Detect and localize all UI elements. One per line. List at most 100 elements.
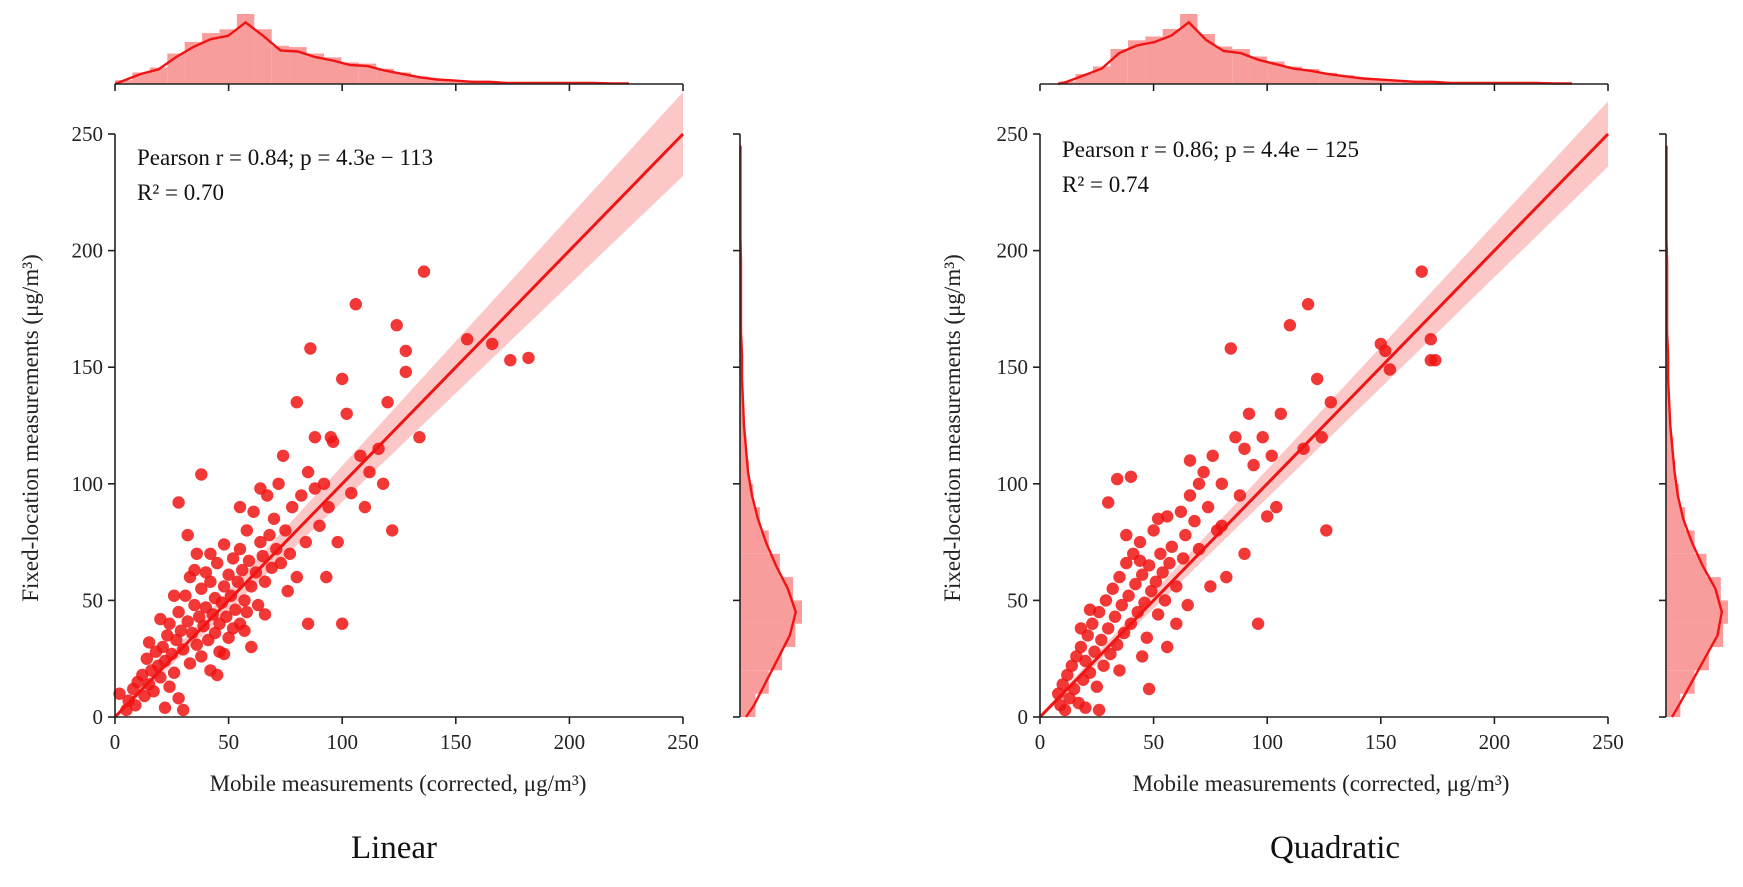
histogram-bar — [236, 14, 255, 84]
data-point — [154, 612, 167, 626]
y-tick-label: 0 — [1018, 705, 1029, 729]
data-point — [254, 482, 267, 495]
data-point — [240, 524, 253, 537]
data-point — [279, 524, 292, 537]
histogram-bar — [184, 42, 203, 84]
data-point — [336, 372, 349, 386]
histogram-bar — [1666, 437, 1674, 461]
data-point — [236, 563, 249, 577]
data-point — [1174, 505, 1188, 518]
data-point — [226, 622, 240, 635]
data-point — [204, 575, 217, 588]
histogram-bar — [740, 623, 796, 647]
data-point — [336, 617, 349, 630]
r-squared-annotation: R² = 0.70 — [137, 180, 224, 205]
data-point — [363, 465, 376, 479]
x-tick-label: 200 — [554, 730, 586, 754]
histogram-bar — [1666, 647, 1709, 671]
y-tick-label: 150 — [997, 355, 1029, 379]
data-point — [301, 617, 315, 630]
regression-line — [113, 132, 685, 719]
data-point — [1129, 577, 1142, 591]
histogram-bar — [324, 57, 342, 84]
data-point — [1154, 547, 1167, 560]
y-tick-label: 0 — [93, 705, 104, 729]
ci-band — [1040, 101, 1608, 720]
data-point — [317, 477, 331, 490]
histogram-bar — [1666, 553, 1707, 578]
pearson-annotation: Pearson r = 0.84; p = 4.3e − 113 — [137, 145, 433, 170]
panel-quadratic: 00 50 50 100 100 150 150 200 200 250 250 Pearson r… — [940, 14, 1728, 866]
data-point — [238, 594, 251, 607]
histogram-bar — [740, 507, 760, 531]
x-tick-label: 0 — [110, 730, 121, 754]
x-tick-label: 200 — [1479, 730, 1511, 754]
data-point — [522, 351, 535, 365]
data-point — [1383, 363, 1397, 376]
data-point — [1170, 617, 1183, 630]
histogram-bar — [740, 693, 756, 717]
data-point — [1131, 605, 1144, 619]
data-point — [204, 547, 217, 560]
histogram-bar — [1319, 72, 1337, 85]
data-point — [1090, 680, 1104, 693]
data-point — [283, 547, 297, 560]
data-point — [1283, 319, 1297, 332]
data-point — [1056, 678, 1069, 691]
data-point — [1104, 647, 1117, 661]
panel-title-linear: Linear — [351, 830, 437, 866]
data-point — [140, 652, 153, 665]
data-point — [190, 547, 203, 560]
data-point — [399, 365, 412, 379]
data-point — [186, 626, 199, 640]
data-point — [1117, 626, 1131, 640]
data-point — [276, 449, 290, 462]
data-point — [270, 542, 283, 556]
histogram-bar — [202, 33, 220, 84]
histogram-bar — [1284, 66, 1302, 84]
data-point — [208, 626, 222, 640]
data-point — [242, 554, 256, 567]
histogram-bar — [115, 80, 133, 84]
histogram-bar — [740, 413, 745, 438]
histogram-bar — [1180, 14, 1198, 84]
data-point — [1158, 594, 1172, 607]
data-point — [233, 500, 247, 514]
data-point — [322, 500, 335, 514]
x-tick-label: 250 — [1592, 730, 1624, 754]
data-point — [263, 528, 276, 542]
data-point — [1274, 407, 1288, 420]
data-point — [245, 580, 258, 593]
data-point — [258, 608, 272, 621]
kde-curve — [114, 20, 629, 86]
data-point — [1115, 598, 1129, 612]
data-point — [181, 615, 194, 628]
histogram-bar — [411, 76, 429, 84]
y-tick-label: 50 — [82, 588, 103, 612]
histogram-bar — [740, 670, 769, 694]
data-point — [1063, 692, 1076, 705]
data-point — [222, 568, 235, 581]
data-point — [1136, 650, 1149, 663]
data-point — [142, 636, 156, 649]
y-tick-label: 250 — [72, 122, 104, 146]
data-point — [1124, 617, 1138, 630]
side-marginal-histogram — [739, 134, 802, 718]
data-point — [174, 624, 188, 637]
data-point — [1120, 556, 1133, 570]
histogram-bar — [1666, 530, 1695, 554]
histogram-bar — [740, 390, 744, 414]
data-point — [1102, 496, 1115, 509]
data-point — [188, 563, 201, 577]
axes: 00 50 50 100 100 150 150 200 200 250 250 — [72, 83, 741, 754]
data-point — [1297, 442, 1310, 455]
scatter-points — [1052, 265, 1442, 717]
data-point — [156, 640, 169, 654]
data-point — [217, 647, 231, 661]
data-point — [177, 703, 190, 717]
histogram-bar — [358, 63, 377, 84]
data-point — [1079, 654, 1092, 668]
data-point — [1233, 489, 1247, 502]
data-point — [376, 477, 390, 490]
data-point — [1083, 666, 1097, 679]
